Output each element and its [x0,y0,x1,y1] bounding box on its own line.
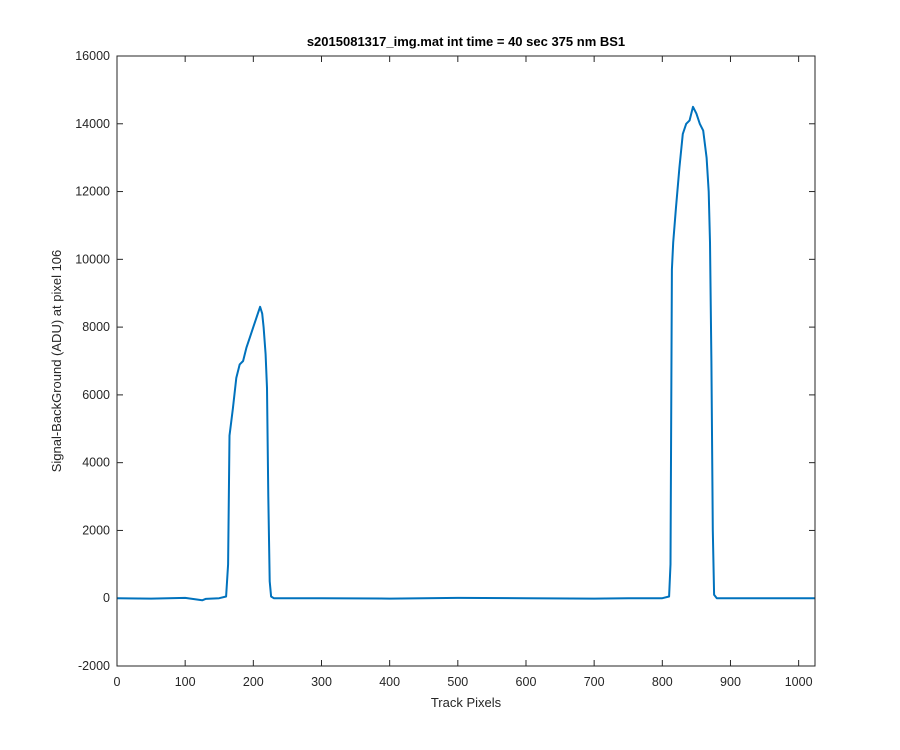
y-tick-label: 0 [103,591,110,605]
y-tick-label: 14000 [75,117,110,131]
x-tick-label: 1000 [785,675,813,689]
x-tick-label: 500 [447,675,468,689]
plot-area [117,56,815,666]
y-tick-label: 12000 [75,185,110,199]
y-axis-label: Signal-BackGround (ADU) at pixel 106 [49,250,64,473]
signal-series-line [116,105,815,602]
x-tick-label: 100 [175,675,196,689]
x-tick-label: 800 [652,675,673,689]
x-axis-label: Track Pixels [431,695,502,710]
y-tick-label: 4000 [82,456,110,470]
x-tick-label: 400 [379,675,400,689]
axes-box [116,55,816,667]
x-tick-label: 900 [720,675,741,689]
y-tick-label: 8000 [82,320,110,334]
axis-ticks [116,55,815,667]
y-tick-label: 10000 [75,252,110,266]
x-tick-label: 0 [114,675,121,689]
x-tick-label: 700 [584,675,605,689]
axis-tick-labels: 0 100 200 300 400 500 600 700 800 900 1000 -2000 0 20… [75,49,812,689]
x-tick-label: 200 [243,675,264,689]
y-tick-label: 16000 [75,49,110,63]
chart-title: s2015081317_img.mat int time = 40 sec 37… [307,34,625,49]
y-tick-label: -2000 [78,659,110,673]
x-tick-label: 600 [516,675,537,689]
x-tick-label: 300 [311,675,332,689]
y-tick-label: 6000 [82,388,110,402]
y-tick-label: 2000 [82,523,110,537]
